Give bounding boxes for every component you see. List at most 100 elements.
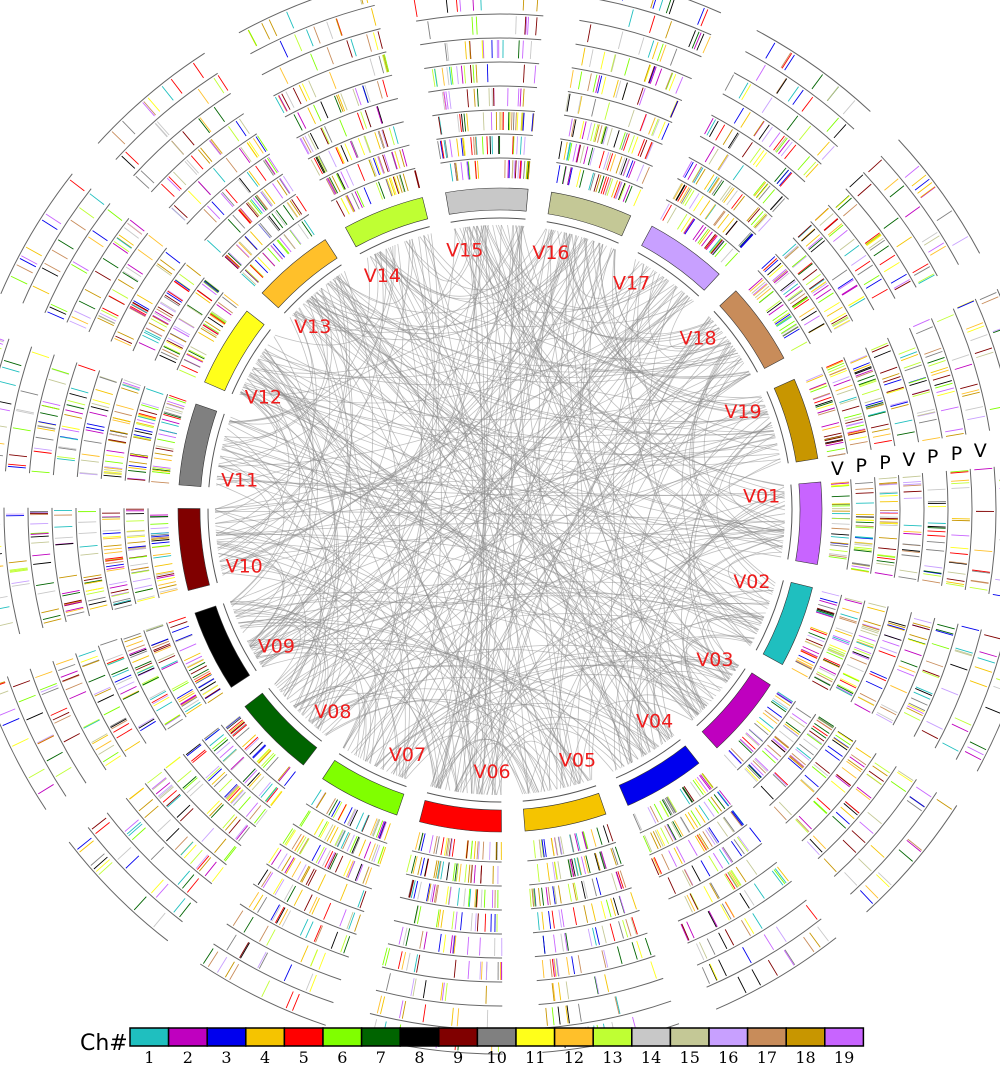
track-mark [257,749,271,764]
track-mark [808,323,825,333]
track-mark [8,560,27,564]
track-mark [192,668,209,679]
track-mark [141,675,159,685]
track-mark [829,553,848,557]
track-mark [954,717,972,726]
track-axis [186,153,271,225]
track-mark [160,351,178,361]
track-mark [204,688,221,699]
track-mark [708,827,720,843]
track-mark [391,151,398,170]
track-mark [57,239,74,250]
track-mark [810,240,826,253]
track-mark [362,85,369,103]
track-mark [239,177,251,193]
track-mark [153,643,171,651]
track-mark [765,300,781,312]
track-mark [641,166,650,184]
track-mark [11,580,30,584]
track-mark [766,301,782,314]
track-mark [136,423,154,429]
track-mark [331,800,341,818]
synteny-link [239,621,589,782]
synteny-link [400,674,712,778]
track-mark [652,119,660,137]
track-mark [773,869,786,885]
synteny-link [491,316,711,795]
track-axis [785,740,857,824]
track-mark [44,262,61,273]
track-mark [864,232,880,244]
track-mark [370,818,378,836]
track-mark [401,951,407,970]
track-mark [912,624,930,631]
track-mark [622,0,624,1]
track-mark [669,100,678,118]
track-mark [865,278,882,289]
track-mark [393,176,401,194]
track-mark [758,124,770,140]
track-axis [220,724,286,790]
track-mark [665,21,672,39]
track-mark [577,95,583,114]
track-mark [225,255,239,269]
track-mark [854,537,873,540]
legend-swatch [515,1027,556,1047]
track-mark [418,832,424,851]
track-mark [301,221,313,237]
track-mark [739,739,754,753]
synteny-link [439,232,565,789]
track-mark [114,410,132,417]
track-axis [307,121,404,160]
track-mark [727,871,739,888]
track-mark [871,344,889,353]
synteny-link [693,422,772,671]
track-mark [203,280,219,293]
track-mark [515,112,517,131]
synteny-link [549,317,712,791]
track-mark [814,723,830,734]
track-mark [854,543,873,547]
track-mark [761,750,776,764]
track-mark [673,847,683,864]
track-mark [359,890,367,909]
track-mark [717,213,730,229]
synteny-link [230,602,367,761]
track-mark [854,260,871,272]
track-mark [346,195,356,212]
track-mark [103,547,122,551]
track-mark [327,177,337,195]
track-mark [609,923,616,942]
track-mark [687,812,698,828]
track-axis [213,943,334,1004]
track-mark [89,193,105,206]
track-mark [16,410,34,415]
track-mark [112,669,130,678]
track-mark [171,680,188,690]
track-mark [37,590,56,595]
track-mark [25,246,42,257]
track-mark [91,733,108,743]
track-mark [268,19,278,37]
track-mark [453,935,457,954]
track-mark [723,754,737,769]
track-mark [203,281,219,293]
track-mark [754,214,767,229]
track-mark [384,948,391,966]
track-mark [824,435,843,440]
track-mark [523,136,526,155]
track-mark [422,980,427,999]
track-mark [174,836,188,850]
track-mark [388,127,395,146]
track-mark [245,802,259,817]
track-mark [408,879,414,898]
track-axis [865,347,896,447]
track-mark [815,399,833,407]
track-mark [163,412,182,419]
track-mark [569,69,574,88]
track-mark [851,830,866,844]
track-mark [331,175,341,193]
track-mark [464,41,467,60]
track-mark [345,195,355,212]
track-mark [152,465,171,469]
